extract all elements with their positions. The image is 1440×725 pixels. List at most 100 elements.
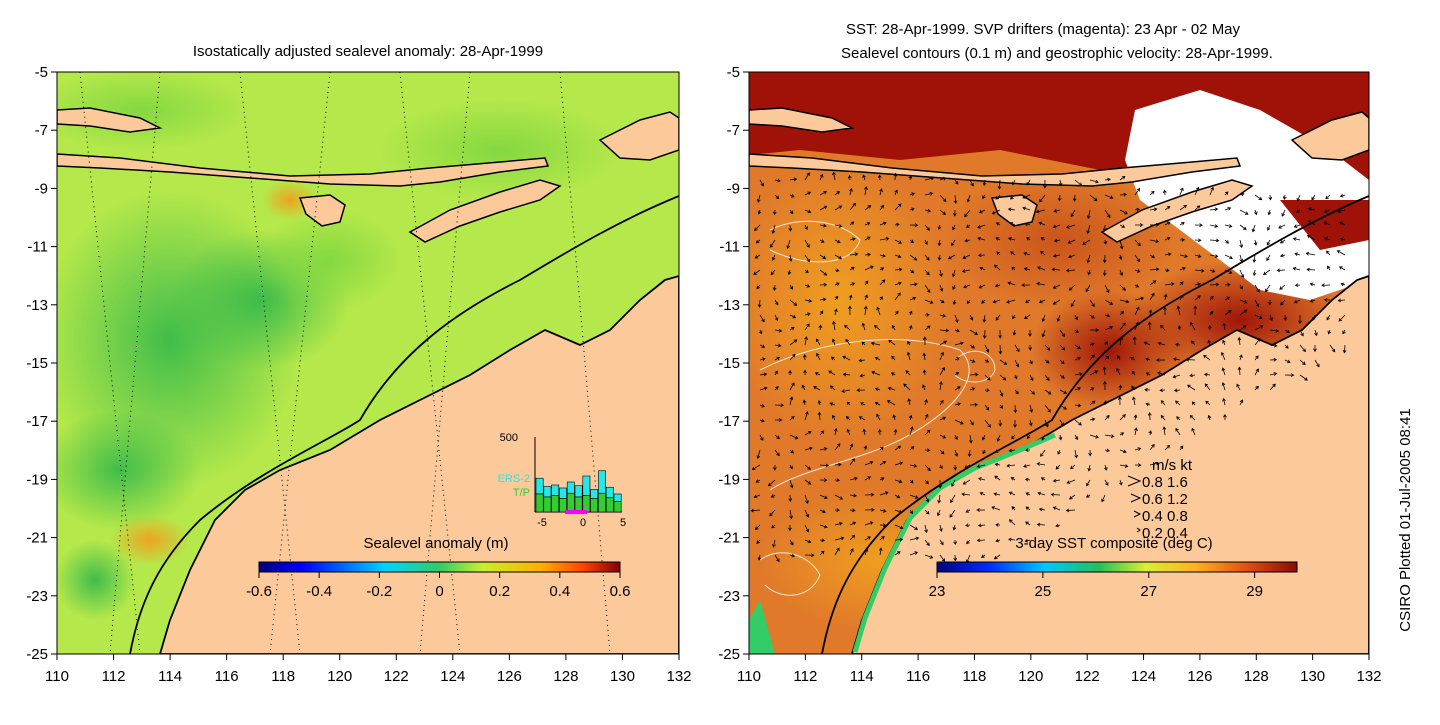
velocity-vector bbox=[874, 387, 881, 392]
velocity-vector bbox=[1119, 310, 1125, 316]
velocity-vector bbox=[819, 282, 828, 287]
velocity-vector bbox=[999, 389, 1004, 397]
right-panel-title-line2: Sealevel contours (0.1 m) and geostrophi… bbox=[841, 45, 1273, 62]
velocity-vector bbox=[1172, 374, 1181, 379]
velocity-vector bbox=[937, 239, 942, 247]
velocity-vector bbox=[969, 372, 979, 377]
velocity-vector bbox=[786, 239, 791, 250]
velocity-vector bbox=[1305, 251, 1316, 256]
velocity-vector bbox=[922, 369, 927, 376]
velocity-vector bbox=[887, 386, 896, 391]
velocity-vector bbox=[772, 539, 776, 548]
velocity-vector bbox=[1224, 191, 1229, 196]
right-panel-title-line1: SST: 28-Apr-1999. SVP drifters (magenta)… bbox=[846, 21, 1241, 38]
right-x-tick-label: 130 bbox=[1300, 668, 1325, 685]
velocity-vector bbox=[834, 494, 844, 500]
velocity-vector bbox=[1008, 519, 1016, 526]
velocity-vector bbox=[864, 476, 872, 481]
velocity-arrow-icon bbox=[1127, 475, 1142, 487]
velocity-vector bbox=[969, 359, 976, 363]
inset-tp-bar bbox=[559, 498, 567, 513]
velocity-vector bbox=[1058, 179, 1063, 187]
velocity-vector bbox=[993, 554, 1001, 560]
left-y-tick-label: -13 bbox=[26, 297, 48, 314]
velocity-vector bbox=[1266, 254, 1271, 262]
velocity-vector bbox=[1239, 284, 1244, 290]
velocity-vector bbox=[1102, 254, 1107, 264]
velocity-vector bbox=[954, 371, 960, 376]
velocity-vector bbox=[965, 523, 971, 528]
velocity-vector bbox=[1132, 396, 1136, 406]
velocity-vector bbox=[1041, 314, 1046, 323]
velocity-vector bbox=[1119, 239, 1124, 250]
velocity-vector bbox=[1224, 296, 1231, 301]
velocity-vector bbox=[1040, 449, 1046, 457]
velocity-vector bbox=[789, 382, 795, 391]
velocity-vector bbox=[1292, 237, 1301, 241]
velocity-vector bbox=[1070, 209, 1076, 218]
velocity-vector bbox=[891, 355, 896, 361]
left-y-tick-label: -9 bbox=[35, 180, 48, 197]
velocity-vector bbox=[1024, 222, 1031, 227]
velocity-vector bbox=[964, 464, 971, 469]
velocity-vector bbox=[909, 254, 918, 261]
velocity-vector bbox=[1159, 324, 1166, 331]
velocity-vector bbox=[864, 265, 874, 271]
velocity-vector bbox=[834, 536, 845, 541]
inset-ers2-bar bbox=[598, 470, 606, 494]
velocity-vector bbox=[1037, 491, 1046, 496]
inset-x-tick: -5 bbox=[537, 517, 547, 529]
velocity-vector bbox=[1134, 187, 1141, 196]
velocity-vector bbox=[1074, 434, 1079, 441]
velocity-vector bbox=[890, 372, 896, 376]
australia-landmass bbox=[159, 275, 679, 654]
velocity-vector bbox=[998, 419, 1003, 427]
velocity-vector bbox=[1203, 354, 1211, 361]
velocity-vector bbox=[994, 283, 1001, 288]
velocity-vector bbox=[1203, 372, 1211, 377]
velocity-vector bbox=[1252, 254, 1257, 263]
velocity-vector bbox=[1089, 434, 1099, 439]
left-y-tick-label: -7 bbox=[35, 122, 48, 139]
java-east-island bbox=[749, 107, 855, 133]
velocity-vector bbox=[979, 492, 986, 496]
velocity-vector bbox=[1269, 343, 1278, 348]
velocity-vector bbox=[870, 341, 881, 346]
velocity-vector bbox=[804, 209, 812, 214]
velocity-vector bbox=[864, 280, 869, 286]
velocity-vector bbox=[978, 284, 986, 289]
velocity-vector bbox=[953, 539, 958, 546]
velocity-vector bbox=[774, 403, 785, 408]
velocity-vector bbox=[1224, 239, 1230, 244]
right-y-tick-label: -17 bbox=[718, 413, 740, 430]
velocity-vector bbox=[849, 202, 856, 211]
velocity-vector bbox=[1239, 309, 1248, 316]
velocity-vector bbox=[819, 254, 827, 260]
velocity-vector bbox=[871, 370, 881, 376]
velocity-vector bbox=[996, 251, 1001, 256]
velocity-legend-row: 0.4 0.8 bbox=[1142, 508, 1188, 525]
inset-ers2-bar bbox=[605, 486, 614, 499]
velocity-vector bbox=[804, 323, 810, 331]
velocity-vector bbox=[1224, 310, 1232, 316]
velocity-vector bbox=[1194, 223, 1203, 228]
velocity-vector bbox=[1148, 309, 1153, 316]
velocity-vector bbox=[774, 554, 780, 563]
sla-colorbar: Sealevel anomaly (m) -0.6 -0.4 -0.2 0 0.2 0.4… bbox=[246, 535, 630, 600]
velocity-vector bbox=[939, 464, 943, 470]
inset-legend-ers2: ERS-2 bbox=[498, 473, 530, 485]
velocity-vector bbox=[1190, 321, 1196, 331]
velocity-vector bbox=[1119, 322, 1126, 331]
velocity-vector bbox=[1085, 284, 1091, 293]
velocity-vector bbox=[1309, 299, 1316, 303]
velocity-vector bbox=[1281, 209, 1286, 217]
velocity-vector bbox=[1118, 254, 1123, 261]
sla-colorbar-tick-label: 0 bbox=[435, 583, 443, 600]
right-x-tick-label: 116 bbox=[906, 668, 930, 685]
velocity-vector bbox=[1284, 359, 1291, 364]
velocity-vector bbox=[849, 508, 856, 513]
velocity-vector bbox=[849, 476, 858, 481]
velocity-vector bbox=[924, 284, 931, 293]
velocity-vector bbox=[1282, 194, 1287, 200]
sst-warm-region bbox=[749, 160, 950, 440]
